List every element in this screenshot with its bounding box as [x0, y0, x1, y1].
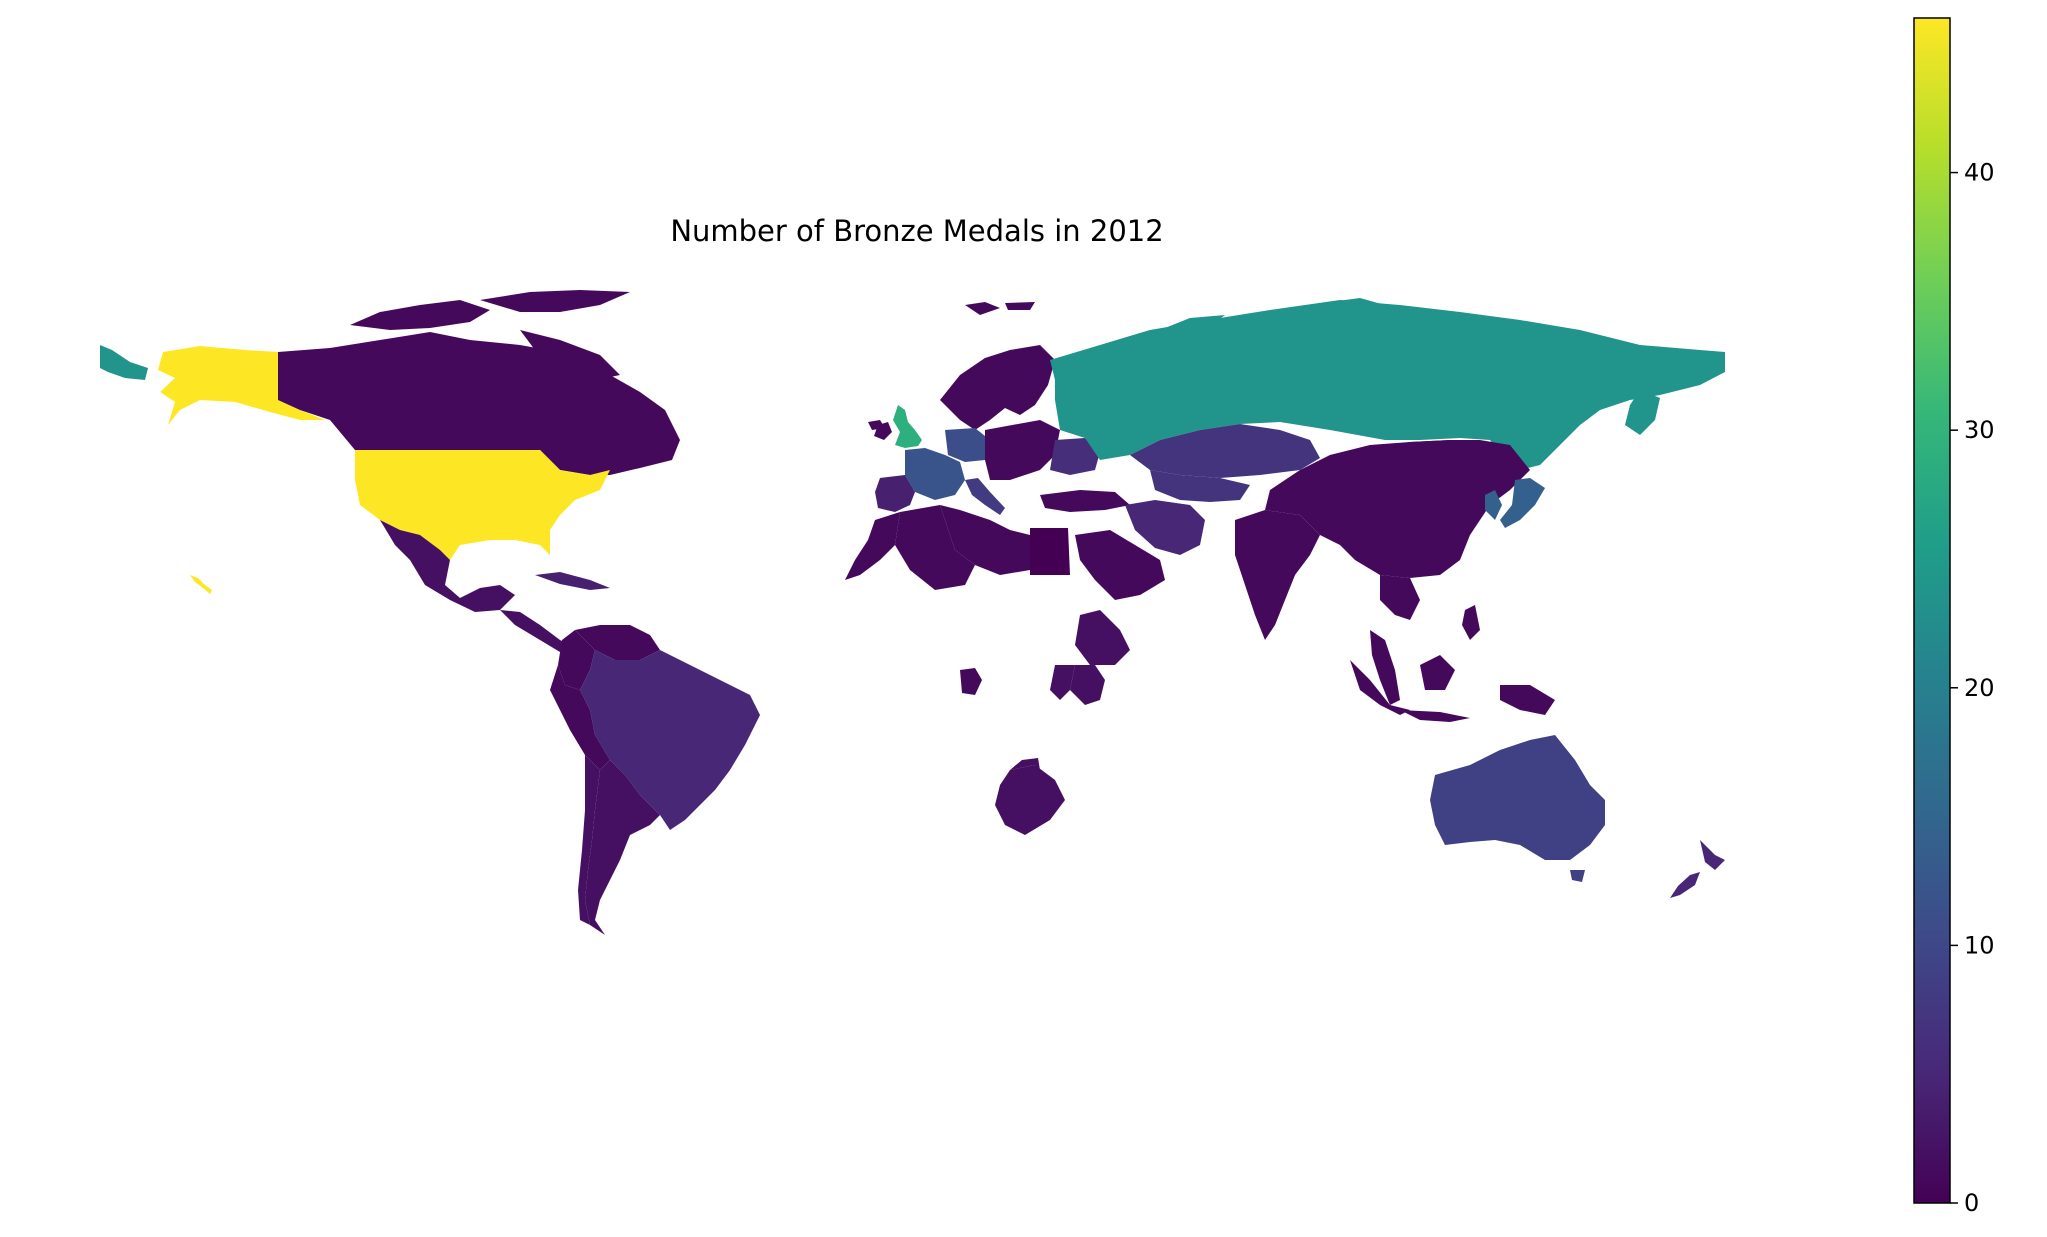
- colorbar-tick-label: 10: [1964, 931, 1995, 959]
- region-united-states-hawaii: [190, 575, 212, 594]
- region-colombia: [558, 630, 595, 690]
- region-united-states-alaska: [158, 346, 325, 425]
- region-kenya: [1070, 665, 1105, 705]
- region-united-states: [355, 450, 610, 560]
- region-svalbard: [965, 302, 1000, 315]
- region-russia-severnaya: [1330, 298, 1385, 312]
- region-central-asia: [1150, 470, 1250, 502]
- region-russia-chukotka: [100, 345, 148, 380]
- region-germany: [945, 428, 990, 462]
- region-cuba: [535, 572, 610, 590]
- region-north-africa: [940, 505, 1030, 575]
- region-australia: [1430, 735, 1605, 860]
- region-brazil: [580, 650, 760, 830]
- colorbar: 0 10 20 30 40: [1913, 17, 1995, 1217]
- colorbar-tick-label: 40: [1964, 159, 1995, 187]
- region-chile: [578, 755, 600, 925]
- region-indonesia-java: [1400, 710, 1470, 722]
- region-france: [905, 448, 965, 500]
- region-central-america: [500, 610, 575, 652]
- region-mexico: [380, 520, 515, 612]
- region-kazakhstan: [1130, 424, 1320, 478]
- region-southeast-asia: [1380, 575, 1420, 620]
- region-iran: [1125, 500, 1205, 555]
- map-countries: [100, 290, 1725, 935]
- region-philippines: [1462, 605, 1480, 640]
- colorbar-tick-label: 0: [1964, 1189, 1979, 1217]
- region-morocco: [845, 512, 900, 580]
- region-scandinavia: [940, 345, 1055, 430]
- colorbar-tick-label: 20: [1964, 674, 1995, 702]
- region-turkey: [1040, 490, 1130, 512]
- region-west-africa: [960, 668, 982, 695]
- region-iceland: [868, 420, 885, 430]
- region-spain: [875, 475, 915, 512]
- region-southern-africa: [1010, 758, 1040, 770]
- region-italy: [965, 478, 1005, 515]
- region-canada-arctic: [350, 300, 490, 330]
- region-china: [1265, 440, 1530, 578]
- region-indonesia-sumatra: [1350, 660, 1410, 715]
- region-indonesia-borneo: [1420, 655, 1455, 690]
- region-russia: [1050, 300, 1725, 470]
- region-ethiopia: [1075, 610, 1130, 665]
- colorbar-tick-label: 30: [1964, 416, 1995, 444]
- region-new-zealand-south: [1670, 872, 1700, 898]
- region-argentina: [585, 760, 660, 935]
- region-new-zealand-north: [1700, 840, 1725, 870]
- region-malay-peninsula: [1370, 630, 1400, 705]
- region-united-kingdom: [893, 405, 922, 448]
- region-new-guinea: [1500, 685, 1555, 715]
- colorbar-gradient: [1913, 17, 1951, 1204]
- region-algeria: [895, 505, 975, 590]
- region-russia-kamchatka: [1625, 390, 1660, 435]
- region-india: [1235, 510, 1320, 640]
- chart-title: Number of Bronze Medals in 2012: [670, 214, 1163, 248]
- region-ukraine: [1050, 438, 1100, 475]
- region-peru: [550, 665, 610, 770]
- region-saudi-arabia: [1075, 530, 1165, 600]
- region-russia-novaya-zemlya: [1160, 315, 1225, 342]
- region-canada-arctic-north: [480, 290, 630, 312]
- colorbar-ticks: 0 10 20 30 40: [1950, 159, 1995, 1217]
- region-korea: [1485, 490, 1502, 520]
- region-venezuela: [575, 625, 660, 660]
- region-mongolia: [1330, 440, 1450, 472]
- region-eastern-europe: [985, 420, 1060, 480]
- region-canada-baffin: [520, 330, 620, 380]
- region-tasmania: [1570, 870, 1585, 882]
- region-egypt: [1030, 528, 1070, 575]
- region-south-africa: [995, 765, 1065, 835]
- region-japan: [1500, 478, 1545, 528]
- region-east-africa: [1050, 665, 1075, 700]
- region-svalbard-east: [1005, 302, 1035, 310]
